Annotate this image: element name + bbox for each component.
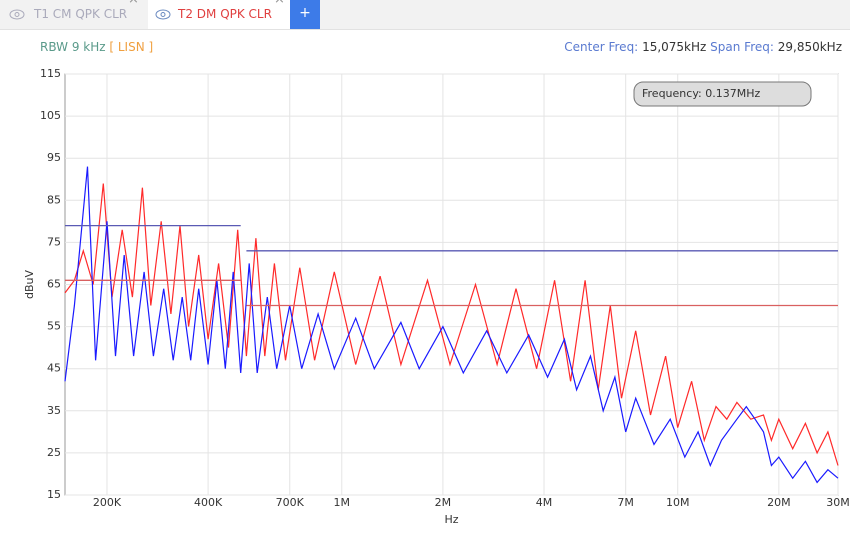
x-tick-label: 1M bbox=[334, 496, 351, 509]
center-value: 15,075kHz bbox=[642, 40, 707, 54]
eye-icon bbox=[155, 9, 171, 20]
lisn: [ LISN ] bbox=[109, 40, 154, 54]
trace bbox=[65, 224, 838, 252]
x-tick-label: 200K bbox=[93, 496, 122, 509]
trace bbox=[64, 183, 839, 466]
y-tick-label: 95 bbox=[47, 151, 61, 164]
badge-text: Frequency: 0.137MHz bbox=[642, 87, 760, 100]
badge-box bbox=[633, 81, 812, 107]
add-tab-button[interactable]: + bbox=[290, 0, 320, 29]
y-tick-label: 15 bbox=[47, 488, 61, 501]
x-tick-label: 10M bbox=[666, 496, 690, 509]
close-icon[interactable]: × bbox=[274, 0, 285, 7]
y-axis-label: dBuV bbox=[23, 270, 36, 300]
span-label: Span Freq: bbox=[710, 40, 774, 54]
y-tick-label: 115 bbox=[40, 67, 61, 80]
x-tick-label: 400K bbox=[194, 496, 223, 509]
close-icon[interactable]: × bbox=[128, 0, 139, 7]
trace bbox=[65, 279, 838, 307]
rbw: RBW 9 kHz bbox=[40, 40, 106, 54]
rbw-info: RBW 9 kHz [ LISN ] bbox=[40, 40, 153, 54]
y-tick-label: 85 bbox=[47, 193, 61, 206]
y-tick-label: 105 bbox=[40, 109, 61, 122]
y-tick-label: 75 bbox=[47, 235, 61, 248]
x-axis-label: Hz bbox=[444, 513, 458, 526]
x-tick-label: 2M bbox=[435, 496, 452, 509]
chart: 15 25 35 45 55 65 75 85 95 105 115 200K 400K 700K 1M 2M… bbox=[23, 67, 850, 526]
span-value: 29,850kHz bbox=[777, 40, 842, 54]
center-label: Center Freq: bbox=[564, 40, 639, 54]
freq-info: Center Freq: 15,075kHz Span Freq: 29,850… bbox=[564, 40, 842, 54]
frequency-badge: Frequency: 0.137MHz bbox=[633, 81, 812, 107]
eye-icon bbox=[9, 9, 25, 20]
tab[interactable]: T2 DM QPK CLR bbox=[148, 0, 290, 29]
tab[interactable]: T1 CM QPK CLR bbox=[34, 7, 128, 21]
x-tick-label: 20M bbox=[767, 496, 791, 509]
trace bbox=[64, 166, 839, 484]
x-tick-label: 7M bbox=[617, 496, 634, 509]
y-tick-label: 25 bbox=[47, 446, 61, 459]
y-tick-label: 65 bbox=[47, 278, 61, 291]
x-tick-label: 30M bbox=[826, 496, 850, 509]
y-tick-label: 55 bbox=[47, 320, 61, 333]
x-tick-label: 4M bbox=[536, 496, 553, 509]
y-tick-label: 35 bbox=[47, 404, 61, 417]
y-tick-label: 45 bbox=[47, 362, 61, 375]
tab-bar: T1 CM QPK CLR × T2 DM QPK CLR × + bbox=[0, 0, 850, 30]
x-tick-label: 700K bbox=[276, 496, 305, 509]
